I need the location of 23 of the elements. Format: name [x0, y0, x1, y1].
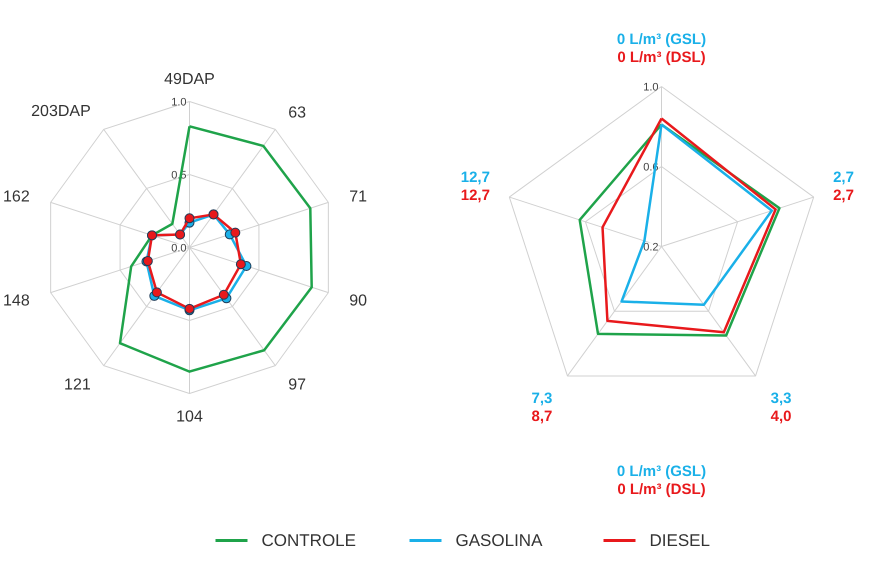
spoke-label: 12,7 12,7: [460, 168, 490, 204]
y-tick-label: 1.0: [171, 96, 187, 108]
legend-label: GASOLINA: [456, 531, 544, 550]
spoke-label: 90: [349, 292, 368, 310]
spoke-label: 63: [288, 104, 306, 122]
spoke-label: 148: [3, 292, 30, 310]
spoke-label: 104: [176, 408, 203, 426]
spoke-label: 97: [288, 376, 306, 394]
legend-label: DIESEL: [650, 531, 710, 550]
y-tick-label: 0.0: [171, 242, 187, 254]
spoke-label: 2,7 2,7: [833, 168, 854, 204]
spoke-label: 162: [3, 188, 30, 206]
y-tick-label: 1.0: [643, 82, 659, 94]
legend-label: CONTROLE: [262, 531, 356, 550]
spoke-label: 71: [349, 188, 368, 206]
spoke-label: 3,3 4,0: [770, 390, 792, 426]
spoke-label: 49DAP: [164, 71, 215, 88]
spoke-label: 121: [64, 376, 91, 394]
text: 0 L/m³ (GSL) 0 L/m³ (DSL): [616, 463, 706, 498]
spoke-label: 203DAP: [31, 103, 91, 120]
spoke-label: 7,3 8,7: [532, 390, 552, 426]
y-tick-label: 0.2: [643, 242, 659, 254]
spoke-label: 0 L/m³ (GSL) 0 L/m³ (DSL): [616, 31, 706, 66]
